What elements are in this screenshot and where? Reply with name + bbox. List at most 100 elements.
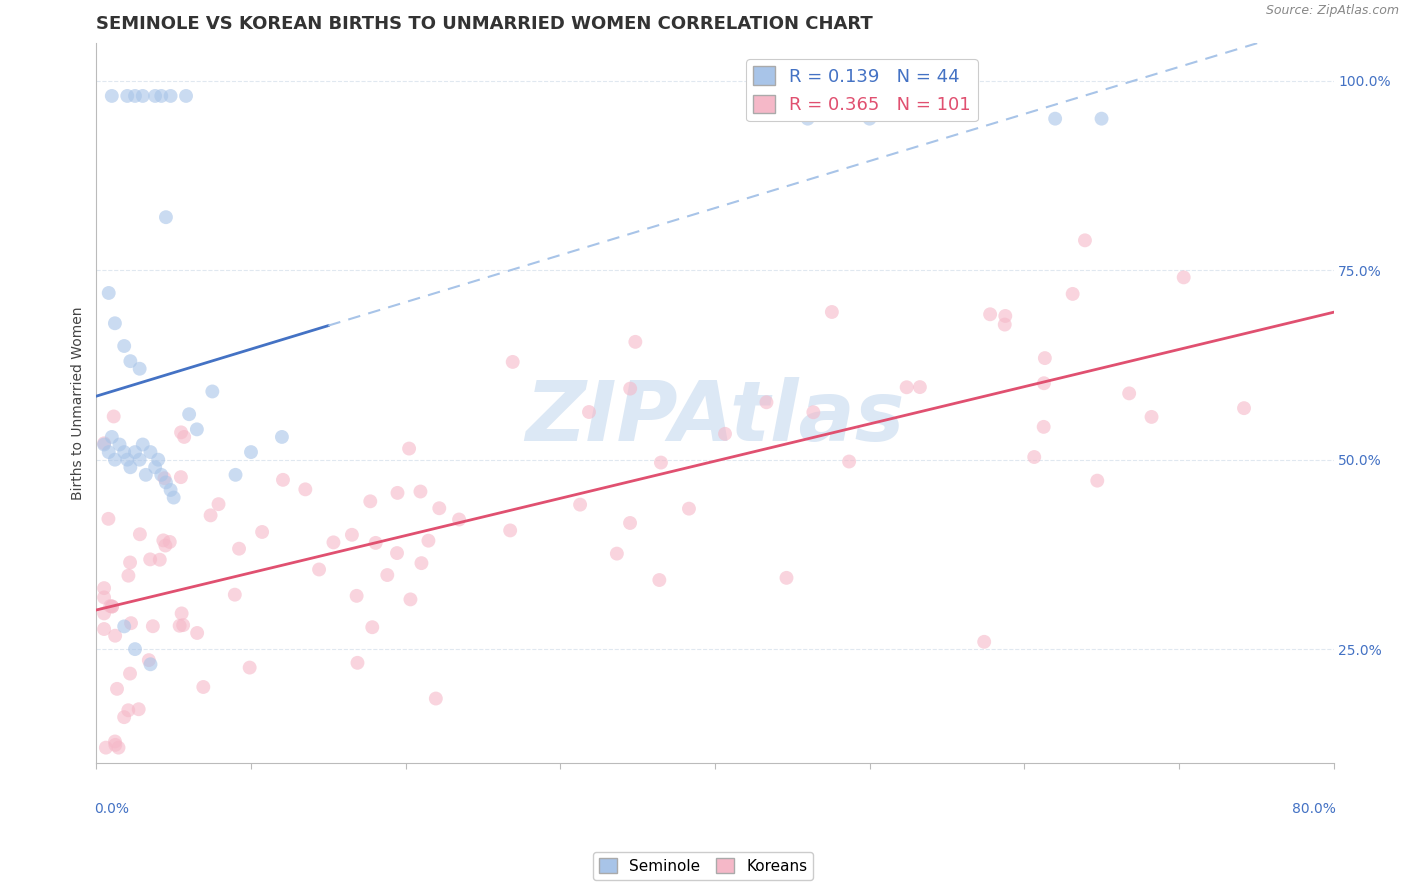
Point [1033, 351, 1056, 365]
Point [499, 524, 522, 538]
Point [124, 89, 146, 103]
Point [994, 309, 1017, 323]
Point [193, 680, 215, 694]
Point [385, 546, 408, 560]
Point [117, 568, 139, 582]
Point [240, 445, 263, 459]
Point [104, 316, 127, 330]
Point [170, 607, 193, 621]
Text: 80.0%: 80.0% [1292, 803, 1336, 816]
Point [172, 618, 194, 632]
Point [143, 460, 166, 475]
Point [93, 437, 115, 451]
Point [619, 516, 641, 530]
Point [387, 486, 409, 500]
Legend: R = 0.139   N = 44, R = 0.365   N = 101: R = 0.139 N = 44, R = 0.365 N = 101 [747, 59, 979, 121]
Point [1090, 112, 1112, 126]
Point [648, 573, 671, 587]
Point [714, 426, 737, 441]
Point [1140, 409, 1163, 424]
Point [128, 452, 150, 467]
Point [994, 318, 1017, 332]
Point [346, 656, 368, 670]
Point [207, 497, 229, 511]
Point [411, 556, 433, 570]
Point [502, 355, 524, 369]
Point [201, 384, 224, 399]
Point [359, 494, 381, 508]
Point [93, 622, 115, 636]
Text: Source: ZipAtlas.com: Source: ZipAtlas.com [1265, 4, 1399, 18]
Point [93, 591, 115, 605]
Point [170, 425, 193, 440]
Point [1062, 287, 1084, 301]
Point [117, 452, 139, 467]
Point [120, 556, 142, 570]
Point [159, 89, 181, 103]
Point [159, 483, 181, 497]
Point [1043, 112, 1066, 126]
Point [107, 740, 129, 755]
Point [801, 405, 824, 419]
Point [569, 498, 592, 512]
Point [418, 533, 440, 548]
Point [150, 467, 173, 482]
Point [173, 430, 195, 444]
Point [132, 437, 155, 451]
Point [149, 552, 172, 566]
Point [179, 407, 201, 421]
Point [1085, 474, 1108, 488]
Point [94, 740, 117, 755]
Point [650, 456, 672, 470]
Point [425, 691, 447, 706]
Point [117, 703, 139, 717]
Point [124, 642, 146, 657]
Point [186, 626, 208, 640]
Point [755, 395, 778, 409]
Point [124, 445, 146, 459]
Point [449, 512, 471, 526]
Point [104, 629, 127, 643]
Point [908, 380, 931, 394]
Point [148, 452, 170, 467]
Point [108, 437, 131, 451]
Point [155, 210, 177, 224]
Point [155, 539, 177, 553]
Point [624, 334, 647, 349]
Point [163, 491, 186, 505]
Point [896, 380, 918, 394]
Text: SEMINOLE VS KOREAN BIRTHS TO UNMARRIED WOMEN CORRELATION CHART: SEMINOLE VS KOREAN BIRTHS TO UNMARRIED W… [97, 15, 873, 33]
Point [143, 89, 166, 103]
Point [103, 409, 125, 424]
Point [138, 653, 160, 667]
Point [1074, 233, 1097, 247]
Point [105, 681, 128, 696]
Point [169, 619, 191, 633]
Legend: Seminole, Koreans: Seminole, Koreans [592, 852, 814, 880]
Point [308, 562, 330, 576]
Point [150, 89, 173, 103]
Point [973, 635, 995, 649]
Point [322, 535, 344, 549]
Point [409, 484, 432, 499]
Point [271, 430, 294, 444]
Point [1173, 270, 1195, 285]
Point [93, 607, 115, 621]
Point [104, 452, 127, 467]
Point [346, 589, 368, 603]
Point [159, 535, 181, 549]
Point [132, 89, 155, 103]
Point [678, 501, 700, 516]
Point [606, 547, 628, 561]
Point [104, 734, 127, 748]
Point [427, 501, 450, 516]
Point [155, 475, 177, 490]
Point [619, 382, 641, 396]
Point [112, 445, 135, 459]
Point [128, 702, 150, 716]
Point [398, 442, 420, 456]
Point [152, 533, 174, 548]
Point [838, 454, 860, 468]
Point [578, 405, 600, 419]
Point [1233, 401, 1256, 416]
